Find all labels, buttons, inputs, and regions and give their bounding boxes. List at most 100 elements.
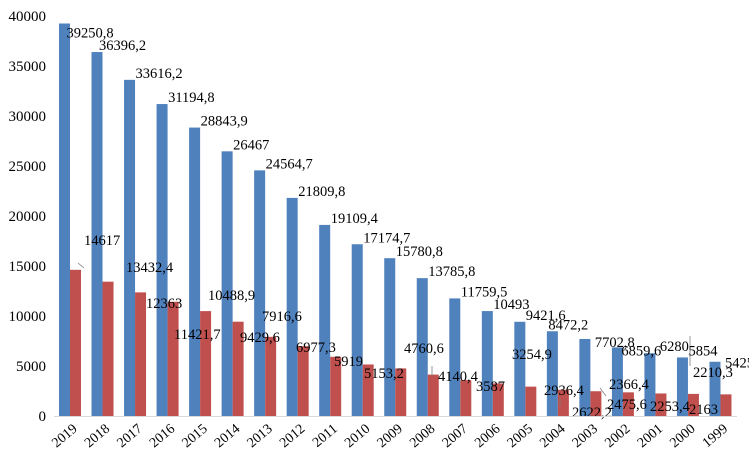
data-label-series-2: 2253,4 — [650, 399, 691, 415]
bar-series-2 — [395, 368, 407, 416]
x-tick-label: 2002 — [602, 422, 633, 451]
data-label-series-2: 3587 — [476, 379, 505, 395]
data-label-series-2: 4140,4 — [438, 369, 479, 385]
bar-series-1 — [676, 357, 688, 416]
data-label-series-1: 15780,8 — [396, 244, 443, 260]
bar-series-1 — [254, 170, 266, 416]
bar-series-1 — [709, 361, 721, 416]
y-tick-label: 40000 — [9, 9, 47, 25]
bar-series-1 — [449, 298, 461, 416]
x-tick-label: 2016 — [147, 422, 178, 451]
data-label-series-1: 21809,8 — [298, 184, 345, 200]
bar-series-1 — [546, 331, 558, 416]
data-label-series-1: 26467 — [233, 137, 269, 153]
bar-series-2 — [590, 391, 602, 416]
data-label-series-1: 7702,8 — [595, 335, 635, 351]
data-label-series-2: 12363 — [146, 296, 182, 312]
bar-series-1 — [156, 104, 168, 417]
bar-series-1 — [644, 353, 656, 416]
bar-series-1 — [319, 224, 331, 416]
leader-lines — [77, 262, 691, 406]
x-tick-label: 2001 — [635, 422, 666, 451]
data-labels: 39250,8 14617 36396,2 13432,4 33616,2 12363 31… — [67, 26, 749, 422]
data-label-series-2: 2622,2 — [572, 405, 612, 421]
bar-series-1 — [221, 151, 233, 416]
leader-line — [77, 262, 85, 269]
bar-series-1 — [91, 52, 103, 416]
y-axis: 0 5000 10000 15000 20000 25000 30000 35000 40000 — [9, 9, 47, 425]
bar-series-2 — [687, 393, 699, 416]
x-axis: 2019 2018 2017 2016 2015 2014 2013 2012 2011 2010… — [49, 416, 737, 451]
x-tick-label: 2015 — [180, 422, 211, 451]
data-label-series-1: 5854 — [689, 344, 719, 360]
bar-series-2 — [135, 292, 147, 416]
x-tick-label: 2017 — [115, 422, 146, 451]
data-label-series-1: 6859,6 — [621, 343, 661, 359]
bar-series-1 — [514, 321, 526, 416]
x-tick-label: 2006 — [472, 422, 503, 451]
x-tick-label: 2009 — [375, 422, 406, 451]
data-label-series-2: 5153,2 — [364, 366, 404, 382]
data-label-series-2: 2475,6 — [607, 397, 647, 413]
data-label-series-1: 5425,1 — [725, 356, 749, 372]
bar-series-2 — [720, 394, 732, 416]
bar-series-2 — [427, 374, 439, 416]
data-label-series-1: 19109,4 — [331, 211, 379, 227]
bar-series-1 — [351, 244, 363, 416]
x-tick-label: 2019 — [49, 422, 80, 451]
leader-line — [599, 387, 607, 397]
data-label-series-2: 11421,7 — [174, 327, 221, 343]
data-label-series-2: 14617 — [84, 233, 120, 249]
x-tick-label: 2014 — [212, 422, 243, 451]
x-tick-label: 2011 — [310, 422, 341, 451]
data-label-series-2: 9429,6 — [240, 330, 280, 346]
data-label-series-1: 6280 — [660, 339, 689, 355]
bar-series-1 — [286, 197, 298, 416]
data-label-series-1: 8472,2 — [548, 317, 588, 333]
bar-series-2 — [232, 321, 244, 416]
bar-series-2 — [557, 389, 569, 416]
bars — [59, 23, 732, 417]
data-label-series-1: 10493 — [493, 297, 529, 313]
data-label-series-2: 5919 — [334, 354, 363, 370]
data-label-series-2: 2936,4 — [544, 383, 585, 399]
data-label-series-1: 24564,7 — [266, 156, 313, 172]
x-tick-label: 2008 — [407, 422, 438, 451]
y-tick-label: 10000 — [9, 309, 47, 325]
y-tick-label: 5000 — [16, 359, 46, 375]
data-label-series-2: 2366,4 — [609, 377, 650, 393]
bar-series-2 — [655, 393, 667, 416]
data-label-series-1: 9421,6 — [526, 308, 566, 324]
y-tick-label: 25000 — [9, 159, 47, 175]
data-label-series-1: 31194,8 — [168, 90, 215, 106]
bar-series-1 — [611, 347, 623, 416]
data-label-series-2: 6977,3 — [296, 340, 336, 356]
data-label-series-1: 33616,2 — [136, 66, 183, 82]
bar-series-2 — [492, 383, 504, 416]
data-label-series-2: 2163 — [689, 402, 718, 418]
x-tick-label: 2005 — [505, 422, 536, 451]
data-label-series-2: 2210,3 — [693, 365, 733, 381]
bar-series-1 — [579, 338, 591, 416]
data-label-series-1: 28843,9 — [201, 114, 248, 130]
bar-series-2 — [622, 392, 634, 416]
data-label-series-2: 4760,6 — [404, 341, 444, 357]
bar-series-2 — [200, 311, 212, 416]
bar-series-1 — [481, 311, 493, 416]
bar-series-1 — [124, 79, 136, 416]
x-tick-label: 2003 — [570, 422, 601, 451]
bar-series-2 — [362, 364, 374, 416]
bar-series-1 — [189, 127, 201, 416]
data-label-series-2: 10488,9 — [208, 288, 255, 304]
bar-series-2 — [297, 346, 309, 416]
bar-series-2 — [167, 301, 179, 416]
x-tick-label: 1999 — [700, 422, 731, 451]
data-label-series-1: 11759,5 — [461, 284, 508, 300]
bar-series-2 — [70, 269, 81, 416]
y-tick-label: 20000 — [9, 209, 47, 225]
y-tick-label: 15000 — [9, 259, 47, 275]
x-tick-label: 2004 — [537, 422, 568, 451]
bar-series-1 — [59, 23, 70, 417]
bar-series-2 — [460, 380, 472, 416]
